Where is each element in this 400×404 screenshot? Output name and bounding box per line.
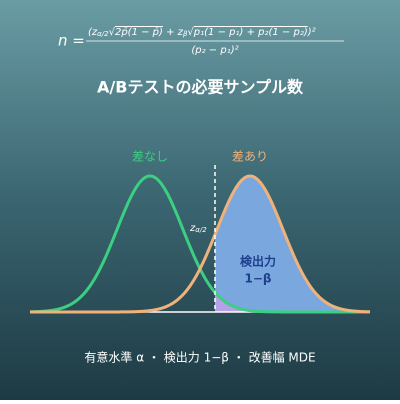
formula-part: (z bbox=[88, 27, 98, 38]
formula-part: β bbox=[183, 30, 188, 38]
formula-denominator: (p₂ − p₁)² bbox=[191, 45, 238, 56]
power-label: 検出力 bbox=[240, 254, 276, 269]
alt-curve bbox=[30, 174, 371, 314]
formula-part: √ bbox=[187, 27, 194, 38]
formula-part: + z bbox=[163, 27, 184, 38]
formula: n = (zα/2√2p̄(1 − p̄) + zβ√p₁(1 − p₁) + … bbox=[58, 27, 344, 56]
formula-part: 2p̄(1 − p̄) bbox=[115, 27, 163, 38]
power-area bbox=[215, 176, 370, 312]
critical-z: z bbox=[189, 223, 196, 234]
null-label: 差なし bbox=[132, 150, 168, 164]
formula-part: )² bbox=[307, 27, 316, 38]
formula-numerator: (zα/2√2p̄(1 − p̄) + zβ√p₁(1 − p₁) + p₂(1… bbox=[88, 27, 316, 38]
formula-part: p₁(1 − p₁) + p₂(1 − p₂) bbox=[193, 27, 308, 38]
formula-part: α/2 bbox=[97, 30, 109, 38]
formula-part: √ bbox=[109, 27, 116, 38]
critical-sub: α/2 bbox=[195, 226, 207, 234]
critical-label: zα/2 bbox=[189, 223, 207, 234]
title: A/Bテストの必要サンプル数 bbox=[97, 78, 304, 97]
alt-label: 差あり bbox=[232, 150, 268, 164]
footer: 有意水準 α ・ 検出力 1−β ・ 改善幅 MDE bbox=[84, 350, 315, 365]
power-value: 1−β bbox=[245, 272, 272, 286]
formula-lhs: n = bbox=[58, 32, 85, 50]
distributions bbox=[29, 174, 371, 314]
alpha-area bbox=[215, 292, 370, 312]
